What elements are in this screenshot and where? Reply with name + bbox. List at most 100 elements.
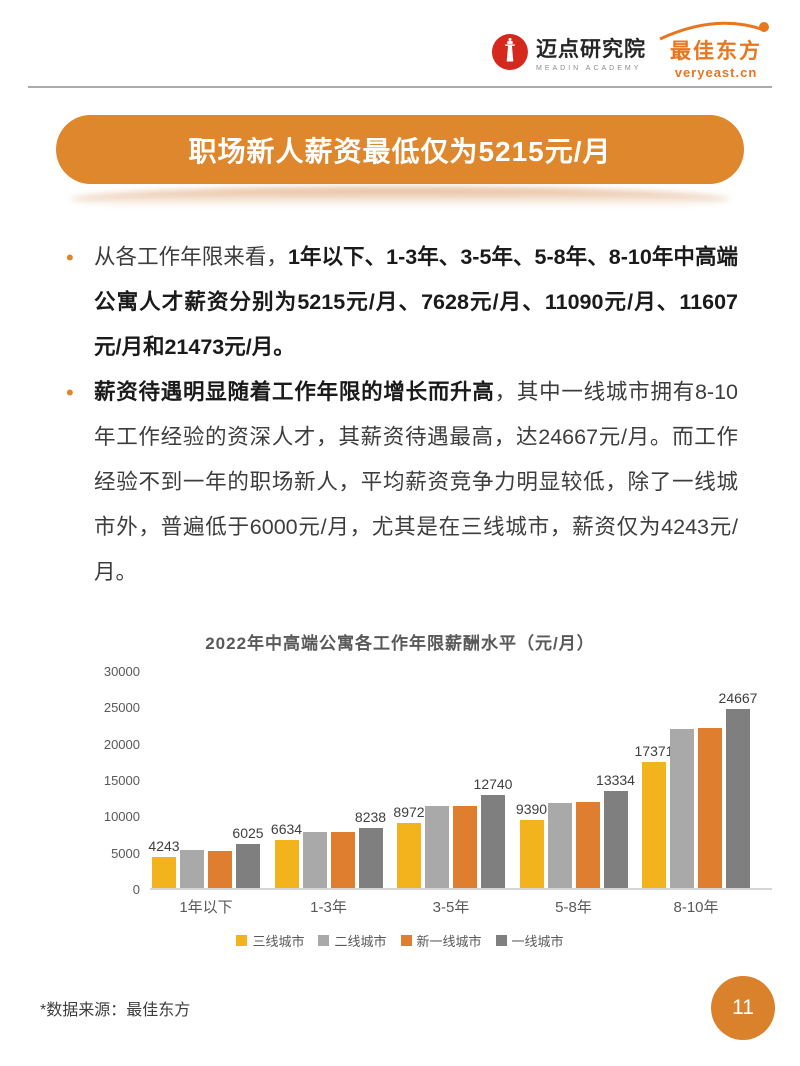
x-axis-category-label: 1年以下 [179,899,233,916]
bar-value-label: 12740 [473,776,513,793]
bar-group: 6634 8238 [271,672,387,888]
bullet-dot-icon: • [66,380,74,405]
chart-title: 2022年中高端公寓各工作年限薪酬水平（元/月） [205,634,595,653]
bar-value-label: 4243 [148,838,180,855]
bar-tier2-city [547,802,572,888]
bar-value-label: 8972 [393,803,425,820]
bar-slot [302,672,327,888]
bar-value-label: 6025 [232,825,264,842]
x-axis-category-label: 1-3年 [310,899,347,916]
legend-item: 一线城市 [495,931,564,950]
bar-value-label: 17371 [634,742,674,759]
bar-value-label: 13334 [596,772,635,789]
bullet-text-bold: 薪资待遇明显随着工作年限的增长而升高 [94,380,495,404]
bar-tier3-city [397,822,421,888]
bar-new-tier1-city [575,801,600,888]
meadin-logo-subtitle: MEADIN ACADEMY [536,64,642,72]
bar-new-tier1-city [208,850,232,888]
bar-tier1-city [481,795,505,888]
x-axis-category-label: 3-5年 [432,899,470,916]
legend-item: 新一线城市 [400,931,482,950]
x-axis-category-label: 5-8年 [555,899,592,916]
bar-group: 4243 6025 [148,672,264,888]
bar-tier3-city [152,857,176,888]
legend-label: 三线城市 [252,934,305,949]
veryeast-swoosh-icon [659,21,769,40]
y-axis-tick-label: 15000 [103,773,140,788]
bar-group: 9390 13334 [516,672,635,888]
bar-group: 8972 12740 [393,672,512,888]
meadin-logo-title: 迈点研究院 [536,37,646,61]
bullet-text-normal: 从各工作年限来看， [94,245,288,269]
page-header: 迈点研究院 MEADIN ACADEMY 最佳东方 veryeast.cn [0,0,800,88]
legend-swatch-icon [400,935,412,946]
x-axis-category-label: 8-10年 [673,899,719,916]
section-title: 职场新人薪资最低仅为5215元/月 [188,135,612,167]
bar-new-tier1-city [698,727,722,888]
chart-plot: 4243 6025 6634 8238 8972 12740 9390 13334 17371 2… [148,672,772,890]
bar-tier1-city [358,828,383,888]
bar-slot [670,672,694,888]
salary-bar-chart: 2022年中高端公寓各工作年限薪酬水平（元/月） 0 5000 10000 15000… [0,629,800,950]
bullet-list: • 从各工作年限来看，1年以下、1-3年、3-5年、5-8年、8-10年中高端公… [64,235,738,595]
legend-swatch-icon [236,935,248,946]
bar-slot: 8972 [393,672,425,888]
legend-label: 二线城市 [334,934,387,949]
bar-slot [698,672,722,888]
bar-tier3-city [642,761,666,888]
bar-slot: 6634 [271,672,302,888]
bar-slot: 24667 [719,672,757,888]
bar-tier2-city [425,806,449,888]
bar-tier1-city [726,708,750,888]
bullet-text-bold: 1年以下、1-3年、3-5年、5-8年、8-10年中高端公寓人才薪资分别为521… [94,245,738,359]
bullet-dot-icon: • [66,245,74,270]
legend-swatch-icon [495,935,507,946]
bar-value-label: 6634 [270,820,303,837]
chart-y-axis: 0 5000 10000 15000 20000 25000 30000 [96,665,150,897]
meadin-lighthouse-icon [491,33,529,71]
bar-value-label: 8238 [354,809,387,826]
bar-slot: 17371 [635,672,673,888]
bar-tier2-city [180,850,204,888]
bar-slot: 6025 [232,672,264,888]
bullet-item: • 薪资待遇明显随着工作年限的增长而升高，其中一线城市拥有8-10年工作经验的资… [64,370,738,595]
bar-value-label: 9390 [515,800,548,817]
bar-slot: 13334 [596,672,635,888]
bullet-item: • 从各工作年限来看，1年以下、1-3年、3-5年、5-8年、8-10年中高端公… [64,235,738,370]
y-axis-tick-label: 20000 [103,736,140,752]
legend-item: 二线城市 [318,931,387,950]
y-axis-tick-label: 0 [132,882,140,897]
bar-slot [330,672,355,888]
veryeast-logo-subtitle: veryeast.cn [674,64,758,80]
bar-slot [425,672,449,888]
bar-tier2-city [302,832,327,888]
legend-item: 三线城市 [236,931,304,950]
bullet-text-normal: ，其中一线城市拥有8-10年工作经验的资深人才，其薪资待遇最高，达24667元/… [94,380,738,584]
banner-reflection [70,187,730,211]
bar-slot: 12740 [474,672,512,888]
chart-body: 0 5000 10000 15000 20000 25000 30000 4243 6025 6… [96,665,772,917]
chart-x-axis: 1年以下 1-3年 3-5年 5-8年 8-10年 [150,890,772,917]
bar-new-tier1-city [453,805,477,888]
bar-slot: 9390 [516,672,547,888]
meadin-logo: 迈点研究院 MEADIN ACADEMY [491,33,646,72]
bar-tier1-city [236,844,260,888]
bar-slot [547,672,572,888]
veryeast-logo-title: 最佳东方 [670,39,762,63]
bar-tier1-city [603,791,628,888]
page-number-badge: 11 [711,976,775,1040]
bar-slot [180,672,204,888]
bar-slot [208,672,232,888]
bar-slot [453,672,477,888]
bar-value-label: 24667 [718,689,758,706]
y-axis-tick-label: 30000 [103,664,140,679]
section-title-banner: 职场新人薪资最低仅为5215元/月 [56,115,744,184]
veryeast-logo: 最佳东方 veryeast.cn [658,21,774,80]
bar-group: 17371 24667 [635,672,757,888]
y-axis-tick-label: 25000 [103,700,140,716]
bar-tier3-city [519,819,544,888]
legend-label: 一线城市 [511,934,564,949]
bar-tier3-city [274,839,299,888]
page-number: 11 [732,996,754,1019]
